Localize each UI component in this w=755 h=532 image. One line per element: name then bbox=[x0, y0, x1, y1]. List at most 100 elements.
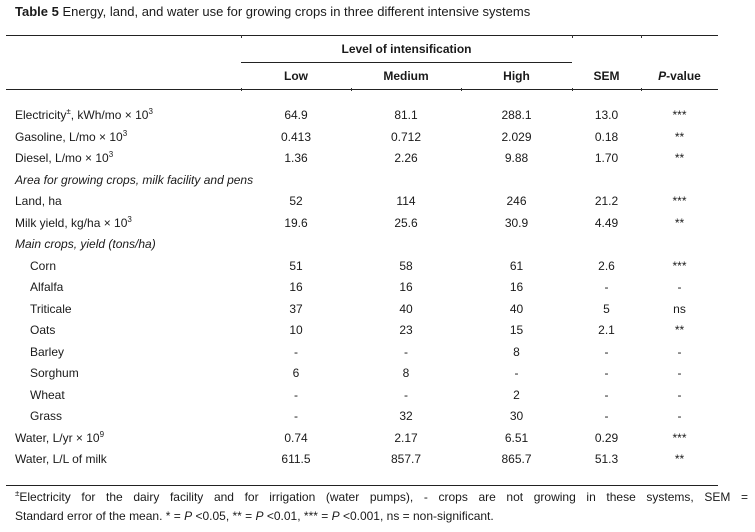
row-label: Grass bbox=[30, 409, 62, 423]
cell-medium: - bbox=[404, 387, 408, 402]
cell-p-value: - bbox=[677, 280, 682, 294]
cell-high: 61 bbox=[509, 258, 524, 273]
cell-low: 37 bbox=[289, 301, 303, 316]
cell-low: 1.36 bbox=[284, 151, 308, 165]
row-label: Sorghum bbox=[30, 366, 79, 380]
row-label-text: Gasoline, L/mo × 10 bbox=[15, 129, 123, 144]
footnote-marker: ± bbox=[66, 107, 71, 116]
row-label: Alfalfa bbox=[30, 280, 63, 294]
cell-low: 0.74 bbox=[284, 430, 308, 445]
row-label: Water, L/yr × 109 bbox=[15, 430, 104, 445]
row-label-text: Oats bbox=[30, 323, 56, 337]
cell-medium: 16 bbox=[399, 280, 413, 294]
column-tick bbox=[641, 35, 642, 38]
cell-sem: - bbox=[604, 344, 609, 359]
cell-high: 865.7 bbox=[501, 452, 532, 466]
cell-high: 2.029 bbox=[501, 129, 532, 144]
row-label-text: Electricity bbox=[15, 108, 67, 122]
column-tick bbox=[351, 88, 352, 91]
cell-high: 288.1 bbox=[501, 108, 532, 122]
row-label-text: Area for growing crops, milk facility an… bbox=[15, 172, 254, 187]
cell-p-value: - bbox=[677, 387, 682, 402]
table-row: Gasoline, L/mo × 103 0.413 0.712 2.029 0.18 *… bbox=[0, 129, 755, 150]
table-caption: Energy, land, and water use for growing … bbox=[58, 4, 531, 19]
cell-sem: 4.49 bbox=[594, 215, 619, 230]
cell-medium: 32 bbox=[399, 409, 413, 423]
cell-medium: 23 bbox=[399, 323, 413, 337]
row-label-text: Sorghum bbox=[30, 366, 79, 380]
cell-p-value: ** bbox=[674, 129, 685, 144]
cell-p-value: ** bbox=[674, 452, 685, 466]
p-italic: P bbox=[658, 69, 667, 83]
table-number: Table 5 bbox=[15, 4, 59, 19]
table-row: Alfalfa 16 16 16 - - bbox=[0, 280, 755, 300]
row-label: Barley bbox=[30, 345, 64, 359]
cell-low: 19.6 bbox=[284, 215, 308, 230]
row-label-text: Alfalfa bbox=[30, 280, 64, 294]
exponent: 3 bbox=[148, 107, 153, 116]
cell-high: 30.9 bbox=[504, 215, 529, 230]
cell-medium: 114 bbox=[396, 194, 416, 208]
row-label-text: Barley bbox=[30, 344, 65, 359]
cell-sem: 2.1 bbox=[598, 323, 615, 337]
footnote-text-2: <0.05, ** = bbox=[192, 509, 256, 523]
row-label-text: Wheat bbox=[30, 387, 65, 402]
cell-sem: 13.0 bbox=[594, 108, 619, 122]
column-tick bbox=[572, 88, 573, 91]
group-header-level-of-intensification: Level of intensification bbox=[341, 42, 472, 56]
p-rest: -value bbox=[666, 69, 701, 83]
footnote-line-1: ±Electricity for the dairy facility and … bbox=[15, 489, 748, 505]
p-symbol: P bbox=[184, 509, 193, 523]
cell-p-value: *** bbox=[672, 194, 687, 208]
column-header-sem: SEM bbox=[593, 69, 620, 83]
cell-medium: 81.1 bbox=[394, 108, 418, 122]
table-row: Sorghum 6 8 - - - bbox=[0, 366, 755, 386]
column-tick bbox=[572, 35, 573, 38]
row-label-unit: , kWh/mo × 10 bbox=[70, 108, 149, 122]
cell-p-value: ns bbox=[673, 301, 686, 316]
exponent: 3 bbox=[108, 150, 114, 159]
cell-low: - bbox=[294, 409, 298, 423]
cell-sem: - bbox=[604, 387, 609, 402]
table-row: Diesel, L/mo × 103 1.36 2.26 9.88 1.70 ** bbox=[0, 151, 755, 171]
cell-p-value: *** bbox=[672, 108, 687, 122]
column-tick bbox=[241, 88, 242, 91]
group-header-rule bbox=[241, 62, 572, 63]
footnote-rule-right bbox=[341, 485, 718, 486]
column-tick bbox=[641, 88, 642, 91]
cell-high: 9.88 bbox=[504, 151, 529, 165]
footnote-text-1: Electricity for the dairy facility and f… bbox=[19, 490, 748, 504]
cell-p-value: ** bbox=[674, 215, 685, 230]
section-row: Main crops, yield (tons/ha) bbox=[0, 237, 755, 257]
cell-sem: 0.18 bbox=[594, 129, 619, 144]
row-label-text: Grass bbox=[30, 409, 63, 423]
cell-low: - bbox=[294, 344, 298, 359]
cell-low: 611.5 bbox=[281, 452, 311, 466]
cell-high: - bbox=[514, 366, 519, 380]
cell-low: 16 bbox=[289, 280, 303, 294]
cell-sem: 0.29 bbox=[594, 430, 619, 445]
row-label: Triticale bbox=[30, 302, 72, 316]
cell-sem: - bbox=[604, 280, 609, 294]
cell-p-value: - bbox=[677, 344, 682, 359]
cell-medium: 58 bbox=[399, 258, 413, 273]
footnote-text-2: <0.01, *** = bbox=[263, 509, 332, 523]
cell-low: 51 bbox=[289, 258, 303, 273]
table-row: Wheat - - 2 - - bbox=[0, 388, 755, 408]
cell-sem: - bbox=[604, 366, 609, 380]
row-label: Milk yield, kg/ha × 103 bbox=[15, 215, 132, 230]
cell-high: 15 bbox=[509, 323, 524, 337]
cell-high: 2 bbox=[513, 387, 520, 402]
cell-sem: 21.2 bbox=[594, 194, 619, 208]
cell-high: 30 bbox=[509, 409, 524, 423]
footnote-rule bbox=[6, 485, 341, 486]
column-tick bbox=[241, 35, 242, 38]
footnote-marker: ± bbox=[15, 489, 20, 498]
cell-sem: 51.3 bbox=[594, 452, 619, 466]
p-symbol: P bbox=[255, 509, 264, 523]
section-row: Area for growing crops, milk facility an… bbox=[0, 173, 755, 193]
row-label: Wheat bbox=[30, 388, 65, 402]
cell-low: 0.413 bbox=[280, 129, 312, 144]
footnote-text-2: <0.001, ns = non-significant. bbox=[339, 509, 494, 523]
cell-sem: 1.70 bbox=[594, 151, 619, 165]
